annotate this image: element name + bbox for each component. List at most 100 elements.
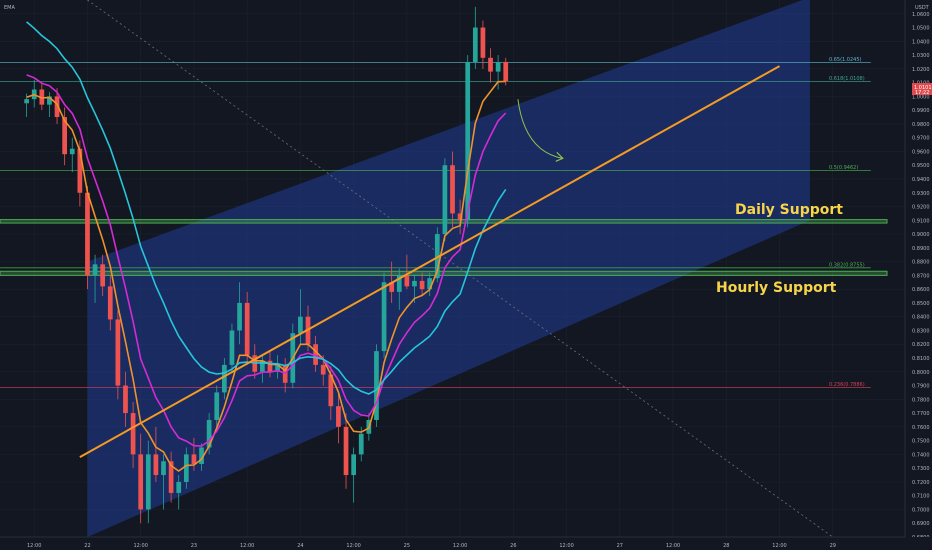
price-tick-label: 1.0000 bbox=[912, 94, 930, 100]
time-tick-label: 24 bbox=[297, 543, 303, 549]
ema-slow-line bbox=[26, 21, 507, 395]
price-tick-label: 1.0600 bbox=[912, 12, 930, 18]
time-tick-label: 22 bbox=[84, 543, 90, 549]
time-tick-label: 12:00 bbox=[666, 543, 680, 549]
candle-body bbox=[115, 319, 121, 386]
candle-body bbox=[168, 461, 174, 493]
candle-body bbox=[328, 374, 334, 407]
candle-body bbox=[442, 165, 448, 235]
candle-body bbox=[260, 360, 265, 372]
price-tick-label: 0.7000 bbox=[912, 507, 930, 513]
time-tick-label: 12:00 bbox=[772, 543, 786, 549]
fib-level-label: 0.65(1.0245) bbox=[829, 57, 862, 63]
fib-level-label: 0.382(0.8755) bbox=[829, 262, 865, 268]
candle-body bbox=[62, 117, 68, 155]
price-tick-label: 0.9800 bbox=[912, 122, 930, 128]
candle-body bbox=[488, 57, 493, 72]
candle-body bbox=[412, 280, 417, 287]
candle-body bbox=[191, 454, 197, 465]
candle-body bbox=[472, 27, 478, 62]
time-tick-label: 12:00 bbox=[240, 543, 254, 549]
candle-body bbox=[237, 302, 242, 331]
candle-body bbox=[47, 96, 52, 105]
candle-body bbox=[275, 364, 280, 372]
candle-body bbox=[100, 264, 106, 287]
price-tick-label: 0.6900 bbox=[912, 521, 930, 527]
candle-body bbox=[457, 213, 463, 221]
daily-support-label: Daily Support bbox=[735, 202, 843, 218]
candle-body bbox=[495, 61, 501, 72]
time-tick-label: 28 bbox=[723, 543, 729, 549]
candle-body bbox=[183, 454, 189, 482]
price-tick-label: 0.8400 bbox=[912, 315, 930, 321]
candles bbox=[24, 6, 509, 524]
time-tick-label: 12:00 bbox=[27, 543, 41, 549]
price-axis-ticks: 1.06001.05001.04001.03001.02001.01001.00… bbox=[912, 12, 930, 541]
time-tick-label: 25 bbox=[404, 543, 410, 549]
price-tick-label: 0.9100 bbox=[912, 218, 930, 224]
candle-body bbox=[336, 406, 341, 427]
price-tick-label: 0.8500 bbox=[912, 301, 930, 307]
candle-body bbox=[221, 364, 227, 393]
price-tick-label: 0.8700 bbox=[912, 273, 930, 279]
price-tick-label: 0.9300 bbox=[912, 191, 930, 197]
candle-body bbox=[396, 275, 402, 292]
time-axis-background bbox=[0, 537, 932, 550]
price-tick-label: 0.8000 bbox=[912, 370, 930, 376]
price-tick-label: 0.7200 bbox=[912, 480, 930, 486]
ascending-channel[interactable] bbox=[87, 0, 810, 537]
price-tick-label: 0.9400 bbox=[912, 177, 930, 183]
price-tick-label: 0.8200 bbox=[912, 342, 930, 348]
candle-body bbox=[153, 454, 159, 476]
time-tick-label: 12:00 bbox=[559, 543, 573, 549]
time-tick-label: 23 bbox=[191, 543, 197, 549]
price-tick-label: 0.7600 bbox=[912, 425, 930, 431]
price-axis[interactable]: 1.06001.05001.04001.03001.02001.01001.00… bbox=[904, 0, 932, 550]
price-tick-label: 0.7800 bbox=[912, 397, 930, 403]
currency-label: USDT bbox=[915, 5, 930, 11]
time-tick-label: 12:00 bbox=[453, 543, 467, 549]
candle-body bbox=[130, 413, 136, 455]
price-tick-label: 0.9700 bbox=[912, 136, 930, 142]
candle-body bbox=[161, 461, 166, 476]
price-tick-label: 0.9500 bbox=[912, 163, 930, 169]
candle-body bbox=[107, 286, 113, 320]
price-tick-label: 0.9900 bbox=[912, 108, 930, 114]
price-tick-label: 0.8300 bbox=[912, 328, 930, 334]
price-tick-label: 0.7500 bbox=[912, 439, 930, 445]
price-tick-label: 0.8800 bbox=[912, 260, 930, 266]
ema-lines bbox=[26, 21, 507, 472]
price-tick-label: 1.0400 bbox=[912, 39, 930, 45]
fib-level-label: 0.236(0.7886) bbox=[829, 382, 865, 388]
diagonal-dotted-line[interactable] bbox=[87, 0, 833, 538]
time-tick-label: 26 bbox=[510, 543, 516, 549]
fib-level-label: 0.5(0.9462) bbox=[829, 165, 858, 171]
candle-body bbox=[404, 275, 410, 287]
time-axis[interactable]: 12:00 22 12:00 23 12:00 24 12:00 25 12:00 26 12:00… bbox=[0, 536, 932, 550]
candle-body bbox=[313, 344, 318, 365]
time-tick-label: 27 bbox=[617, 543, 623, 549]
fib-level-label: 0.618(1.0108) bbox=[829, 76, 865, 82]
trend-line[interactable] bbox=[79, 65, 781, 459]
candle-body bbox=[138, 454, 144, 510]
time-axis-ticks: 12:00 22 12:00 23 12:00 24 12:00 25 12:00 26 12:00… bbox=[27, 543, 836, 549]
candle-body bbox=[465, 61, 471, 221]
price-tick-label: 0.7400 bbox=[912, 452, 930, 458]
price-tick-label: 1.0200 bbox=[912, 67, 930, 73]
candle-body bbox=[199, 447, 204, 465]
price-tick-label: 0.7100 bbox=[912, 494, 930, 500]
candle-body bbox=[77, 148, 83, 193]
price-tick-label: 0.7700 bbox=[912, 411, 930, 417]
price-tag-time: 17:22 bbox=[915, 90, 929, 96]
candle-body bbox=[145, 454, 151, 510]
price-tick-label: 0.7300 bbox=[912, 466, 930, 472]
candle-body bbox=[434, 234, 440, 279]
candle-body bbox=[351, 454, 356, 476]
candle-body bbox=[450, 165, 455, 214]
price-tick-label: 0.7900 bbox=[912, 384, 930, 390]
price-tick-label: 0.9600 bbox=[912, 149, 930, 155]
candle-body bbox=[419, 280, 425, 290]
projection-arrow-curve bbox=[517, 99, 563, 159]
price-tick-label: 0.9200 bbox=[912, 205, 930, 211]
